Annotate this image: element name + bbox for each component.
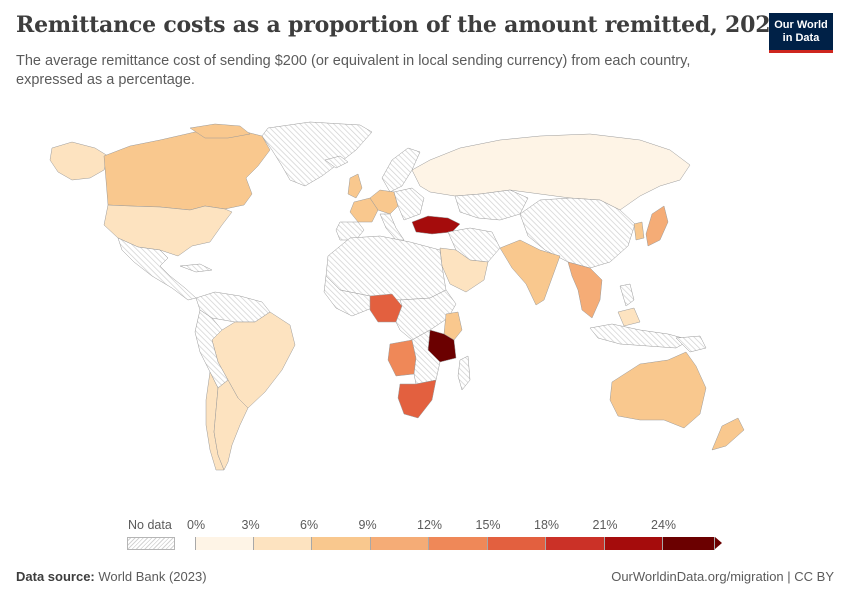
legend-bin-8[interactable] (663, 537, 715, 550)
footer-source: Data source: World Bank (2023) (16, 569, 207, 584)
country-australia[interactable] (609, 351, 707, 429)
legend-arrow (715, 537, 722, 549)
country-south-africa[interactable] (397, 379, 437, 419)
country-greenland[interactable] (261, 121, 373, 187)
chart-title: Remittance costs as a proportion of the … (16, 12, 786, 38)
logo-line-2: in Data (782, 32, 820, 44)
legend-bin-1[interactable] (253, 537, 312, 550)
country-cuba[interactable] (179, 263, 213, 273)
country-russia[interactable] (411, 133, 691, 211)
country-canada-islands[interactable] (189, 123, 251, 139)
legend-no-data-label: No data (128, 518, 172, 532)
country-turkey[interactable] (411, 215, 461, 235)
country-south-korea[interactable] (633, 221, 645, 241)
legend-tick-label: 18% (534, 518, 560, 532)
country-madagascar[interactable] (457, 355, 471, 391)
country-argentina[interactable] (213, 379, 249, 471)
country-scandinavia[interactable] (381, 147, 421, 193)
owid-logo[interactable]: Our World in Data (769, 13, 833, 53)
legend-bin-5[interactable] (487, 537, 546, 550)
legend-tick-label: 9% (358, 518, 377, 532)
legend-tick-label: 21% (592, 518, 618, 532)
source-label: Data source: (16, 569, 95, 584)
legend-bin-3[interactable] (370, 537, 429, 550)
country-india[interactable] (499, 239, 561, 306)
legend-bin-4[interactable] (429, 537, 488, 550)
legend-bin-7[interactable] (604, 537, 663, 550)
country-north-africa[interactable] (325, 235, 447, 301)
footer-url-license[interactable]: OurWorldinData.org/migration | CC BY (611, 569, 834, 584)
legend-bin-0[interactable] (195, 537, 254, 550)
country-philippines[interactable] (619, 283, 635, 307)
country-mexico[interactable] (117, 237, 197, 301)
country-eastern-europe[interactable] (393, 187, 425, 221)
country-kenya[interactable] (443, 311, 463, 341)
legend-tick-label: 6% (300, 518, 319, 532)
source-value: World Bank (2023) (98, 569, 207, 584)
country-saudi-arabia[interactable] (439, 247, 489, 293)
country-new-zealand[interactable] (711, 417, 745, 451)
legend-tick-label: 3% (241, 518, 260, 532)
legend: No data 0% 3% 6% 9% 12% 15% 18% 21% 24% (0, 512, 850, 552)
logo-line-1: Our World (774, 19, 828, 31)
country-west-africa[interactable] (323, 275, 373, 317)
legend-tick-label: 12% (417, 518, 443, 532)
country-angola[interactable] (387, 339, 417, 377)
legend-tick-label: 0% (187, 518, 206, 532)
legend-tick-label: 15% (475, 518, 501, 532)
country-canada[interactable] (103, 127, 271, 211)
world-map[interactable] (0, 110, 850, 505)
legend-bin-6[interactable] (546, 537, 605, 550)
country-japan[interactable] (645, 205, 669, 247)
country-iceland[interactable] (324, 155, 349, 169)
chart-subtitle: The average remittance cost of sending $… (16, 53, 691, 88)
country-papua-new-guinea[interactable] (675, 335, 707, 353)
country-china[interactable] (519, 197, 636, 269)
legend-bin-2[interactable] (312, 537, 371, 550)
legend-no-data-swatch (127, 537, 175, 550)
country-alaska[interactable] (49, 141, 109, 181)
country-united-kingdom[interactable] (347, 173, 363, 199)
country-southeast-asia[interactable] (567, 261, 603, 319)
legend-tick-label: 24% (651, 518, 677, 532)
country-indonesia[interactable] (589, 323, 691, 349)
country-malaysia-borneo[interactable] (617, 307, 641, 327)
country-italy[interactable] (379, 213, 405, 241)
